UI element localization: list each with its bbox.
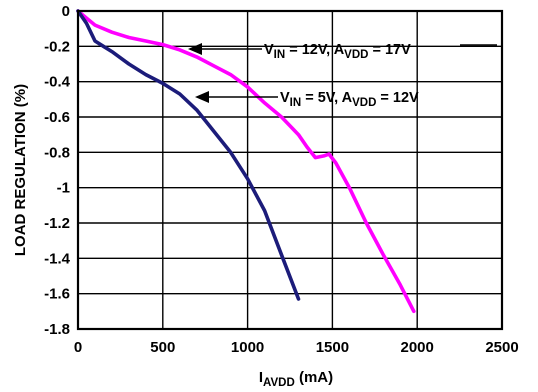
x-tick-label: 500 (150, 339, 175, 356)
y-axis-label: LOAD REGULATION (%) (12, 84, 29, 256)
y-tick-label: -0.8 (44, 144, 70, 161)
annot-vin-val: = 12V, (285, 42, 334, 58)
x-tick-label: 0 (74, 339, 82, 356)
x-axis-label-sub: AVDD (263, 377, 295, 389)
annotation-arrow-head (188, 43, 202, 55)
annot-a-val: = 12V (376, 90, 419, 106)
annot-a-sub: VDD (344, 49, 368, 61)
x-tick-label: 2000 (401, 339, 434, 356)
x-axis-label-main: I (259, 369, 263, 386)
y-tick-label: -1.2 (44, 215, 70, 232)
x-axis-label: IAVDD (mA) (259, 369, 333, 389)
y-tick-label: -0.2 (44, 38, 70, 55)
x-tick-label: 1500 (316, 339, 349, 356)
y-tick-label: -1.4 (44, 250, 71, 267)
x-axis-label-unit: (mA) (295, 369, 333, 386)
plot-frame (76, 9, 504, 331)
annot-vin-sub: IN (274, 49, 286, 61)
series-line-2 (76, 9, 301, 301)
y-tick-label: 0 (62, 3, 70, 20)
annot-vin-main: V (280, 90, 290, 106)
y-tick-label: -1.8 (44, 321, 70, 338)
annot-a-main: A (342, 90, 353, 106)
series-label-vin12: VIN = 12V, AVDD = 17V (264, 42, 411, 61)
series-line-1 (76, 9, 416, 314)
series-label-vin5: VIN = 5V, AVDD = 12V (280, 90, 419, 109)
annot-a-sub: VDD (352, 97, 376, 109)
annot-vin-val: = 5V, (301, 90, 341, 106)
annot-a-main: A (334, 42, 345, 58)
x-tick-label: 2500 (485, 339, 518, 356)
y-tick-label: -0.4 (44, 74, 71, 91)
series-lines (76, 9, 416, 314)
y-tick-label: -1 (57, 180, 70, 197)
annotation-arrow-head (195, 91, 209, 103)
annot-vin-sub: IN (290, 97, 302, 109)
gridlines (78, 11, 502, 329)
annot-vin-main: V (264, 42, 274, 58)
y-tick-label: -1.6 (44, 286, 70, 303)
annot-a-val: = 17V (368, 42, 411, 58)
y-tick-label: -0.6 (44, 109, 70, 126)
x-tick-label: 1000 (231, 339, 264, 356)
tick-labels: 0 500 1000 1500 2000 2500 0 -0.2 -0.4 -0.6 -0.8 -1 -… (44, 3, 519, 356)
